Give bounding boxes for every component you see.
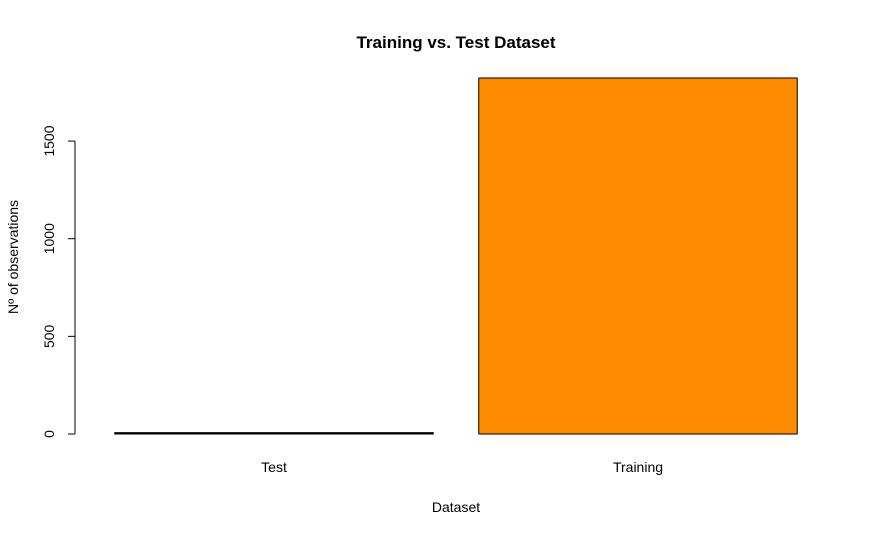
x-axis-label: Dataset <box>432 499 480 515</box>
y-axis: 0 500 1000 1500 <box>41 125 76 438</box>
y-tick-label-0: 0 <box>41 430 57 438</box>
y-tick-label-1000: 1000 <box>41 223 57 254</box>
y-axis-label: Nº of observations <box>5 200 21 314</box>
x-tick-label-training: Training <box>613 459 663 475</box>
bar-test <box>114 432 434 435</box>
bar-training <box>478 77 798 435</box>
x-tick-label-test: Test <box>261 459 287 475</box>
chart-title: Training vs. Test Dataset <box>356 33 555 52</box>
y-tick-label-1500: 1500 <box>41 125 57 156</box>
x-axis-labels: Test Training <box>261 459 663 475</box>
bars-group <box>114 77 798 435</box>
y-tick-label-500: 500 <box>41 324 57 348</box>
